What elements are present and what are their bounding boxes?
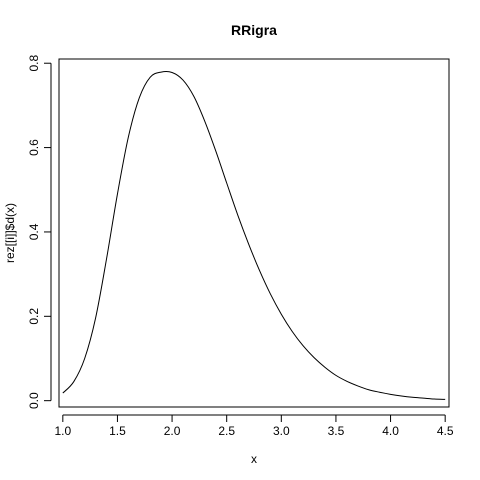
x-axis: 1.0 1.5 2.0 2.5 3.0 3.5 4.0 4.5 bbox=[54, 414, 454, 438]
x-axis-label: x bbox=[251, 452, 257, 466]
y-tick-label: 0.8 bbox=[27, 55, 41, 72]
chart-title: RRigra bbox=[231, 22, 277, 38]
y-axis-label: rez[[i]]$d(x) bbox=[3, 203, 17, 263]
x-tick-label: 2.0 bbox=[164, 424, 181, 438]
x-tick-label: 3.5 bbox=[328, 424, 345, 438]
x-tick-label: 1.5 bbox=[109, 424, 126, 438]
density-curve bbox=[62, 70, 446, 400]
x-tick-label: 3.0 bbox=[273, 424, 290, 438]
y-axis: 0.0 0.2 0.4 0.6 0.8 bbox=[27, 55, 52, 409]
y-tick-label: 0.0 bbox=[27, 392, 41, 409]
x-tick-label: 4.5 bbox=[437, 424, 454, 438]
x-tick-label: 4.0 bbox=[382, 424, 399, 438]
y-tick-label: 0.6 bbox=[27, 139, 41, 156]
y-tick-label: 0.4 bbox=[27, 223, 41, 240]
plot-frame bbox=[58, 58, 450, 408]
x-tick-label: 1.0 bbox=[54, 424, 71, 438]
x-tick-label: 2.5 bbox=[218, 424, 235, 438]
y-tick-label: 0.2 bbox=[27, 308, 41, 325]
